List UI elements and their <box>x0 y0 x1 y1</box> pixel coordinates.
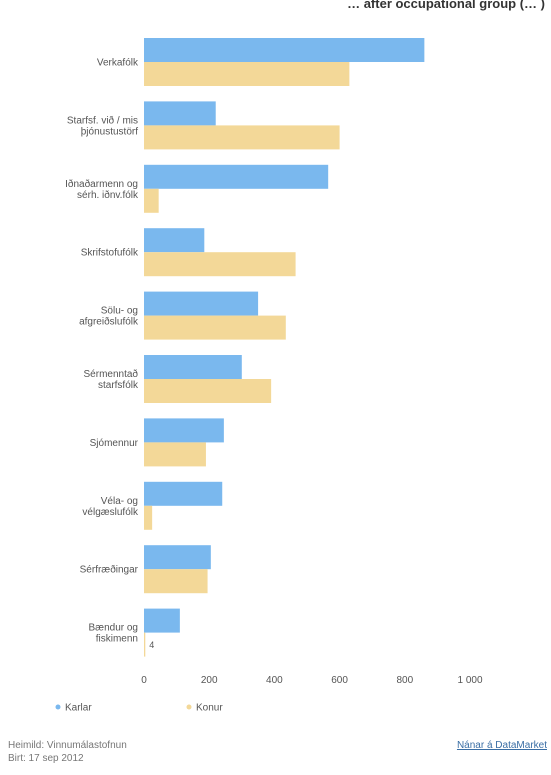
category-label-9-line-1: fiskimenn <box>96 634 138 645</box>
legend-label-karlar: Karlar <box>65 703 92 714</box>
bar-karlar-6 <box>144 418 224 443</box>
category-label-1-line-0: Starfsf. við / mis <box>67 114 138 126</box>
category-label-7-line-1: vélgæslufólk <box>82 507 139 518</box>
bar-konur-3 <box>144 252 296 277</box>
category-label-5-line-0: Sérmenntað <box>84 368 139 380</box>
data-label-0: 4 <box>149 640 154 650</box>
x-tick-label-0: 0 <box>141 675 147 686</box>
bar-konur-6 <box>144 442 206 467</box>
category-label-9-line-0: Bændur og <box>89 623 138 634</box>
published-date: Birt: 17 sep 2012 <box>8 753 84 764</box>
x-tick-label-3: 600 <box>331 675 348 686</box>
bar-karlar-3 <box>144 228 205 253</box>
x-tick-label-1: 200 <box>201 675 218 686</box>
x-tick-label-4: 800 <box>396 675 413 686</box>
bar-karlar-7 <box>144 481 223 506</box>
bar-konur-7 <box>144 505 153 530</box>
bar-karlar-2 <box>144 164 329 189</box>
bar-konur-4 <box>144 315 286 340</box>
datamarket-link[interactable]: Nánar á DataMarket <box>456 740 547 751</box>
bar-karlar-5 <box>144 355 242 379</box>
legend-marker-konur <box>186 704 192 710</box>
category-label-3: Skrifstofufólk <box>81 248 139 259</box>
legend-item-konur[interactable]: Konur <box>186 703 224 714</box>
category-labels: Verkafólk Starfsf. við / misþjónustustörf… <box>65 58 139 645</box>
category-label-5-line-1: starfsfólk <box>98 380 139 391</box>
bar-karlar-1 <box>144 101 216 126</box>
footer-source: Heimild: Vinnumálastofnun Birt: 17 sep 2… <box>8 739 127 765</box>
category-label-2-line-1: sérh. iðnv.fólk <box>77 189 139 201</box>
category-label-4-line-1: afgreiðslufólk <box>79 316 139 328</box>
legend-item-karlar[interactable]: Karlar <box>55 703 93 714</box>
bar-konur-8 <box>144 569 208 594</box>
bar-konur-1 <box>144 125 340 150</box>
bar-konur-9 <box>144 632 146 657</box>
category-label-6: Sjómennur <box>90 438 139 449</box>
source-text: Heimild: Vinnumálastofnun <box>8 740 127 751</box>
chart-title: … after occupational group (… ) <box>347 0 545 11</box>
category-label-1-line-1: þjónustustörf <box>81 126 138 137</box>
bar-karlar-9 <box>144 608 180 633</box>
legend-marker-karlar <box>55 704 61 710</box>
x-tick-label-5: 1 000 <box>457 675 482 686</box>
category-label-4-line-0: Sölu- og <box>101 306 138 317</box>
category-label-2-line-0: Iðnaðarmenn og <box>65 178 138 190</box>
bars-layer: 4 <box>144 38 425 657</box>
bar-karlar-0 <box>144 38 425 62</box>
legend[interactable]: Karlar Konur <box>55 703 224 714</box>
bar-konur-2 <box>144 188 159 213</box>
x-tick-label-2: 400 <box>266 675 283 686</box>
bar-karlar-4 <box>144 291 259 316</box>
bar-konur-0 <box>144 62 350 86</box>
bar-karlar-8 <box>144 545 211 570</box>
category-label-7-line-0: Véla- og <box>101 496 138 507</box>
x-axis-ticks: 0 200 400 600 800 1 000 <box>141 675 483 686</box>
legend-label-konur: Konur <box>196 703 223 714</box>
category-label-8: Sérfræðingar <box>80 564 139 576</box>
category-label-0: Verkafólk <box>97 58 139 69</box>
bar-konur-5 <box>144 379 272 403</box>
